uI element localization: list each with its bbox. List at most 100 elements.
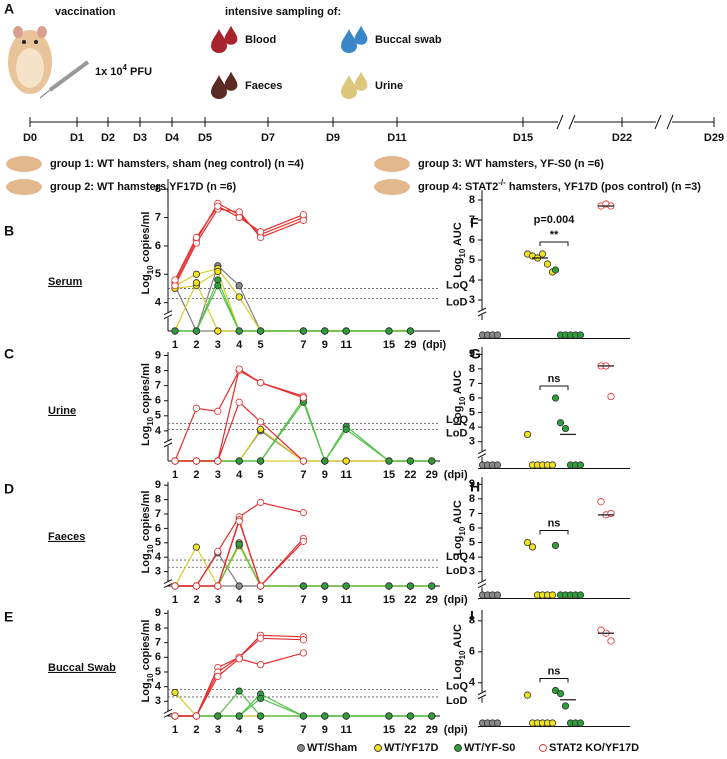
- data-point: [256, 457, 265, 465]
- data-point: [342, 457, 350, 465]
- x-tick-label: 4: [236, 339, 243, 351]
- x-unit-label: (dpi): [422, 339, 446, 351]
- data-point: [299, 394, 307, 402]
- y-tick-label: 7: [469, 377, 475, 389]
- y-tick-label: 3: [155, 695, 161, 707]
- significance-bracket: [539, 385, 569, 390]
- series-line: [174, 267, 411, 332]
- panel-letter: C: [4, 346, 14, 362]
- x-tick-label: 9: [322, 594, 328, 606]
- y-tick-label: 5: [469, 406, 475, 418]
- data-point: [192, 279, 200, 287]
- data-point: [256, 379, 265, 387]
- data-point: [235, 293, 243, 301]
- data-point: [214, 202, 222, 210]
- y-tick-label: 9: [155, 479, 161, 491]
- sample-label: Blood: [245, 34, 276, 46]
- data-point: [214, 712, 222, 720]
- y-axis-label-part: 10: [146, 544, 155, 553]
- data-point: [192, 404, 200, 412]
- y-axis-label-part: AUC: [452, 624, 464, 651]
- significance-label: ns: [548, 665, 561, 677]
- sample-drop: [211, 75, 227, 99]
- data-point: [256, 661, 265, 669]
- vaccination-label: vaccination: [55, 6, 116, 18]
- data-point: [385, 457, 393, 465]
- data-point: [235, 398, 243, 406]
- data-point: [214, 582, 222, 590]
- sample-label: Buccal swab: [375, 34, 442, 46]
- y-tick-label: 3: [469, 294, 475, 306]
- data-point: [523, 538, 532, 547]
- x-tick-label: 5: [258, 469, 264, 481]
- data-point: [385, 712, 393, 720]
- dose-label: 1x 104 PFU: [95, 63, 152, 78]
- x-tick-label: 15: [383, 339, 395, 351]
- y-tick-label: 5: [155, 537, 161, 549]
- axis-break: [163, 310, 173, 316]
- y-axis-label-part: Log: [452, 258, 464, 278]
- x-tick-label: 15: [383, 469, 395, 481]
- y-tick-label: 6: [155, 522, 161, 534]
- data-point: [171, 276, 179, 284]
- y-axis-label: Log10 AUC: [452, 624, 467, 680]
- data-point: [556, 419, 565, 427]
- data-point: [342, 425, 350, 433]
- series-line: [175, 430, 432, 462]
- data-point: [607, 637, 615, 645]
- data-point: [493, 331, 502, 339]
- legend-label: WT/Sham: [307, 742, 357, 754]
- legend-marker: [374, 744, 382, 752]
- threshold-label: LoQ: [446, 681, 468, 693]
- timeline-break: [556, 114, 564, 130]
- axis-break: [163, 712, 173, 718]
- x-tick-label: 15: [383, 594, 395, 606]
- y-tick-label: 8: [155, 622, 161, 634]
- y-tick-label: 4: [469, 551, 476, 563]
- axis-break: [477, 690, 487, 696]
- y-axis-label: Log10 copies/ml: [140, 363, 155, 446]
- y-tick-label: 9: [469, 478, 475, 490]
- x-tick-label: 1: [172, 594, 178, 606]
- data-point: [171, 688, 179, 697]
- axis-break: [163, 442, 173, 448]
- x-tick-label: 11: [340, 594, 352, 606]
- data-point: [256, 418, 265, 426]
- axis-break: [477, 579, 487, 585]
- y-tick-label: 6: [469, 646, 475, 658]
- data-point: [607, 392, 615, 401]
- panel-letter: B: [4, 223, 14, 239]
- axis-break: [163, 708, 173, 714]
- timeline-label: D4: [165, 132, 180, 144]
- timeline-break: [654, 114, 662, 130]
- y-axis-label-part: 10: [146, 416, 155, 425]
- y-tick-label: 8: [155, 494, 161, 506]
- group-label: group 2: WT hamsters,YF17D (n =6): [50, 181, 236, 193]
- y-axis-label-part: Log: [452, 406, 464, 426]
- timeline-break: [568, 114, 576, 130]
- data-point: [299, 508, 307, 517]
- data-point: [528, 543, 537, 551]
- x-tick-label: 7: [300, 469, 306, 481]
- y-tick-label: 8: [469, 615, 475, 627]
- axis-break: [477, 307, 487, 313]
- data-point: [235, 687, 243, 695]
- y-tick-label: 6: [469, 234, 475, 246]
- legend-marker: [539, 744, 547, 752]
- data-point: [299, 712, 307, 720]
- y-tick-label: 6: [155, 395, 161, 407]
- data-point: [235, 365, 243, 373]
- sample-drop: [341, 75, 357, 99]
- timeline-label: D9: [326, 132, 340, 144]
- data-point: [171, 712, 179, 720]
- y-tick-label: 7: [155, 211, 161, 223]
- data-point: [256, 425, 265, 433]
- timeline-label: D22: [612, 132, 632, 144]
- data-point: [214, 457, 222, 465]
- threshold-label: LoD: [446, 296, 467, 308]
- y-tick-label: 6: [155, 651, 161, 663]
- data-point: [192, 712, 200, 720]
- data-point: [171, 457, 179, 465]
- y-axis-label-part: AUC: [452, 222, 464, 249]
- sample-drop: [354, 71, 368, 91]
